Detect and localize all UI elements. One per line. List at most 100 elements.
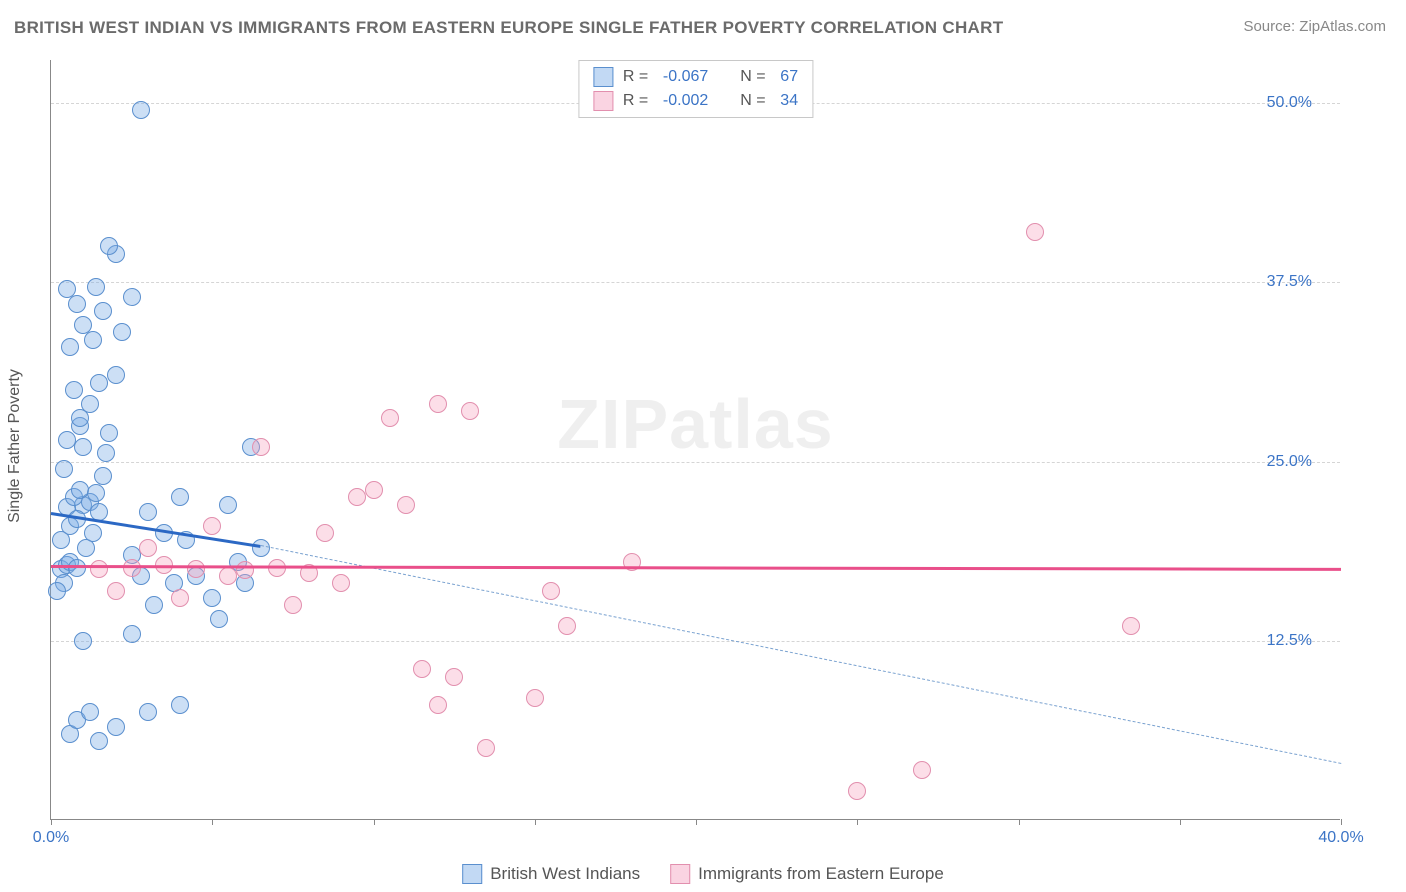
x-tick-mark [1341,819,1342,825]
data-point [558,617,576,635]
data-point [97,444,115,462]
legend-row-pink: R = -0.002 N = 34 [593,89,798,113]
data-point [81,703,99,721]
legend-label-pink: Immigrants from Eastern Europe [698,864,944,884]
data-point [100,237,118,255]
n-label: N = [740,92,770,110]
n-value-pink: 34 [780,92,798,110]
x-tick-mark [696,819,697,825]
data-point [107,366,125,384]
data-point [65,381,83,399]
x-tick-label: 0.0% [33,829,69,847]
r-label: R = [623,92,653,110]
data-point [139,503,157,521]
data-point [187,560,205,578]
data-point [90,732,108,750]
data-point [145,596,163,614]
data-point [252,438,270,456]
data-point [123,625,141,643]
data-point [913,761,931,779]
legend-item-blue: British West Indians [462,864,640,884]
data-point [381,409,399,427]
legend-label-blue: British West Indians [490,864,640,884]
data-point [210,610,228,628]
data-point [526,689,544,707]
data-point [461,402,479,420]
data-point [61,338,79,356]
data-point [332,574,350,592]
x-tick-mark [1180,819,1181,825]
y-tick-label: 25.0% [1267,453,1312,471]
data-point [316,524,334,542]
y-tick-label: 37.5% [1267,273,1312,291]
data-point [445,668,463,686]
data-point [429,696,447,714]
y-tick-label: 50.0% [1267,94,1312,112]
data-point [236,561,254,579]
x-tick-mark [212,819,213,825]
data-point [132,101,150,119]
r-value-pink: -0.002 [663,92,708,110]
data-point [74,316,92,334]
data-point [429,395,447,413]
data-point [542,582,560,600]
x-tick-mark [535,819,536,825]
gridline [51,282,1340,283]
data-point [84,524,102,542]
data-point [94,467,112,485]
data-point [203,517,221,535]
r-label: R = [623,68,653,86]
data-point [74,632,92,650]
data-point [139,703,157,721]
series-legend: British West Indians Immigrants from Eas… [462,864,944,884]
data-point [107,582,125,600]
x-tick-mark [51,819,52,825]
data-point [87,484,105,502]
plot-area: ZIPatlas R = -0.067 N = 67 R = -0.002 N … [50,60,1340,820]
data-point [55,460,73,478]
n-label: N = [740,68,770,86]
correlation-legend: R = -0.067 N = 67 R = -0.002 N = 34 [578,60,813,118]
data-point [203,589,221,607]
swatch-blue-icon [593,67,613,87]
data-point [1026,223,1044,241]
y-axis-label: Single Father Poverty [6,369,24,523]
x-tick-mark [374,819,375,825]
data-point [139,539,157,557]
r-value-blue: -0.067 [663,68,708,86]
data-point [848,782,866,800]
data-point [171,488,189,506]
data-point [90,560,108,578]
data-point [1122,617,1140,635]
watermark: ZIPatlas [557,384,833,464]
y-tick-label: 12.5% [1267,632,1312,650]
source-attribution: Source: ZipAtlas.com [1243,18,1386,35]
data-point [58,280,76,298]
x-tick-mark [1019,819,1020,825]
data-point [71,481,89,499]
data-point [171,589,189,607]
data-point [113,323,131,341]
trendline-blue-dashed [261,545,1342,764]
swatch-pink-icon [593,91,613,111]
legend-item-pink: Immigrants from Eastern Europe [670,864,944,884]
data-point [171,696,189,714]
data-point [284,596,302,614]
data-point [48,582,66,600]
data-point [74,438,92,456]
data-point [94,302,112,320]
data-point [87,278,105,296]
data-point [397,496,415,514]
n-value-blue: 67 [780,68,798,86]
swatch-pink-icon [670,864,690,884]
data-point [252,539,270,557]
legend-row-blue: R = -0.067 N = 67 [593,65,798,89]
data-point [477,739,495,757]
x-tick-label: 40.0% [1318,829,1363,847]
data-point [219,496,237,514]
gridline [51,462,1340,463]
data-point [107,718,125,736]
gridline [51,641,1340,642]
data-point [123,288,141,306]
swatch-blue-icon [462,864,482,884]
